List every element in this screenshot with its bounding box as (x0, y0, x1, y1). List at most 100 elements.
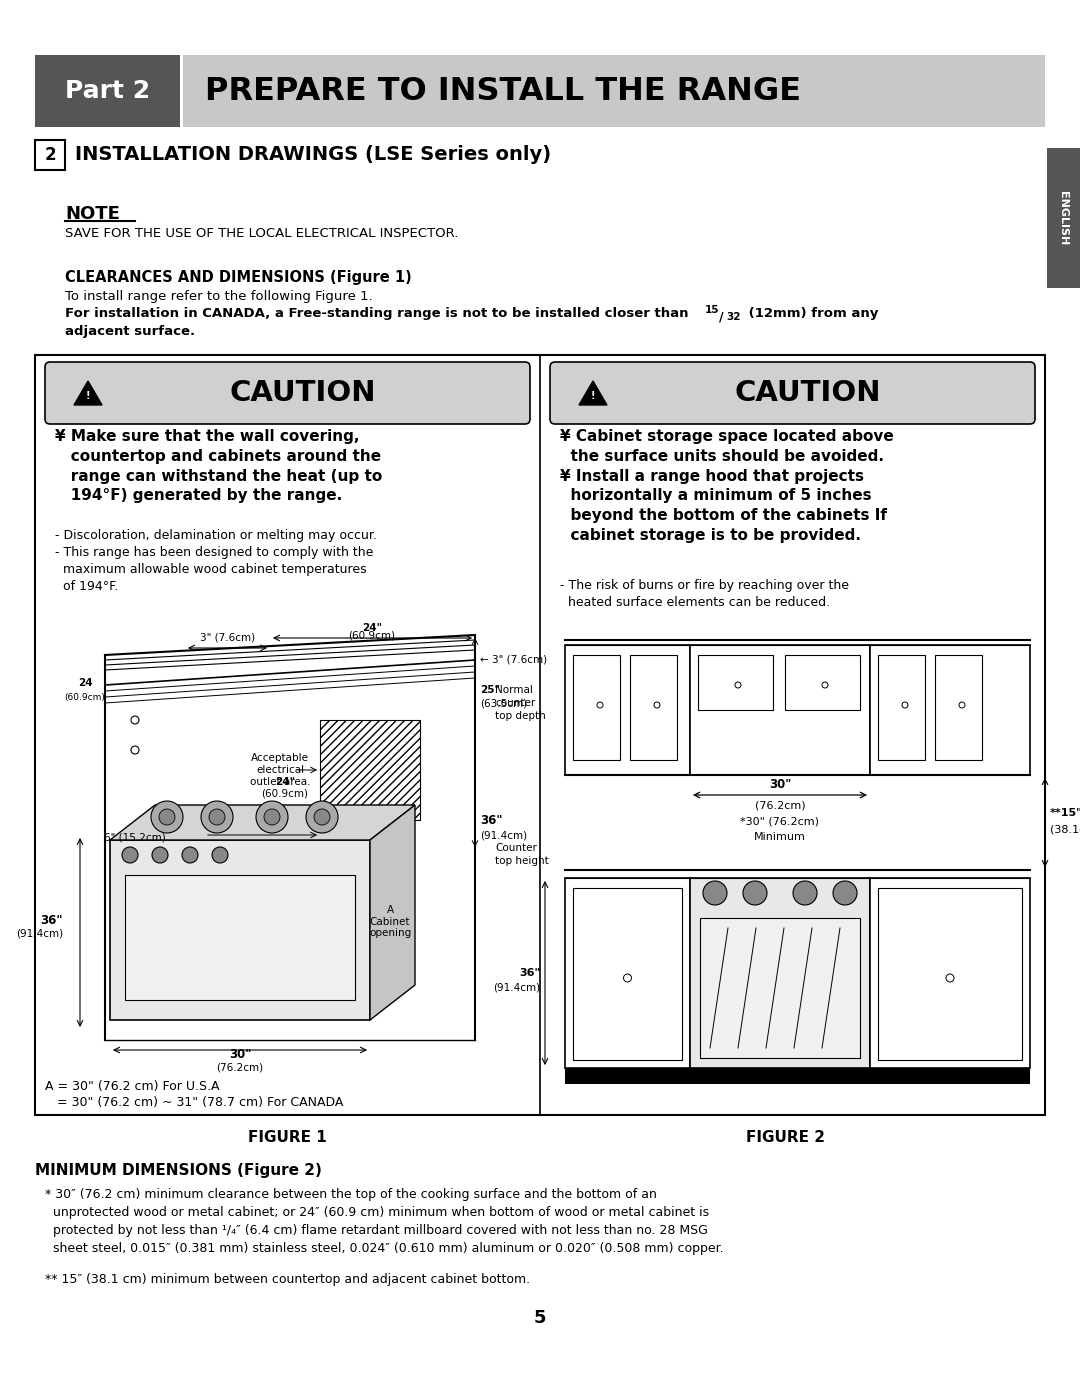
Text: (38.1cm): (38.1cm) (1050, 824, 1080, 834)
Text: 30": 30" (229, 1048, 252, 1062)
Bar (573, 888, 681, 1060)
Bar (35, 355, 1045, 1115)
Text: 36": 36" (41, 914, 63, 926)
Circle shape (654, 702, 660, 708)
Bar (565, 645, 690, 775)
Bar (630, 655, 677, 760)
Circle shape (946, 974, 954, 982)
FancyBboxPatch shape (550, 362, 1035, 424)
Bar (698, 655, 773, 711)
Text: A = 30" (76.2 cm) For U.S.A: A = 30" (76.2 cm) For U.S.A (45, 1080, 219, 1093)
Text: (91.4cm): (91.4cm) (480, 830, 527, 839)
Text: For installation in CANADA, a Free-standing range is not to be installed closer : For installation in CANADA, a Free-stand… (65, 306, 693, 320)
Text: To install range refer to the following Figure 1.: To install range refer to the following … (65, 290, 373, 304)
Circle shape (256, 802, 288, 832)
Bar (125, 874, 355, 1000)
Text: 2: 2 (44, 145, 56, 164)
Text: CLEARANCES AND DIMENSIONS (Figure 1): CLEARANCES AND DIMENSIONS (Figure 1) (65, 270, 411, 285)
Polygon shape (75, 381, 102, 404)
Text: FIGURE 1: FIGURE 1 (248, 1129, 327, 1144)
Polygon shape (579, 381, 607, 404)
Bar (878, 888, 1022, 1060)
Circle shape (212, 846, 228, 863)
Text: - Discoloration, delamination or melting may occur.
- This range has been design: - Discoloration, delamination or melting… (55, 529, 377, 593)
Text: 24": 24" (362, 623, 382, 632)
Text: (60.9cm): (60.9cm) (349, 631, 395, 641)
Circle shape (151, 802, 183, 832)
Text: 36": 36" (518, 968, 540, 978)
Circle shape (822, 681, 828, 688)
Text: ENGLISH: ENGLISH (1058, 190, 1068, 245)
Text: Acceptable
electrical
outlet area.: Acceptable electrical outlet area. (249, 754, 310, 786)
Bar (573, 655, 620, 760)
Text: **15": **15" (1050, 807, 1080, 817)
Text: (60.9cm): (60.9cm) (261, 789, 309, 799)
Polygon shape (110, 804, 415, 839)
Text: top height: top height (495, 856, 549, 866)
Text: !: ! (591, 390, 595, 402)
Text: 25": 25" (480, 686, 500, 695)
Text: CAUTION: CAUTION (229, 379, 376, 407)
Circle shape (131, 716, 139, 725)
Text: counter: counter (495, 698, 536, 708)
Circle shape (131, 746, 139, 754)
Text: ¥ Make sure that the wall covering,
   countertop and cabinets around the
   ran: ¥ Make sure that the wall covering, coun… (55, 429, 382, 504)
Text: (12mm) from any: (12mm) from any (744, 306, 878, 320)
Text: 30": 30" (769, 778, 792, 790)
Bar (690, 879, 870, 1067)
Text: ← 3" (7.6cm): ← 3" (7.6cm) (480, 655, 548, 665)
Polygon shape (370, 804, 415, 1020)
Bar (320, 720, 420, 820)
Text: (63.5cm): (63.5cm) (480, 698, 527, 708)
Text: ** 15″ (38.1 cm) minimum between countertop and adjacent cabinet bottom.: ** 15″ (38.1 cm) minimum between counter… (45, 1273, 530, 1286)
Text: 15: 15 (705, 305, 719, 315)
Text: (76.2cm): (76.2cm) (755, 800, 806, 810)
Circle shape (201, 802, 233, 832)
Text: !: ! (85, 390, 91, 402)
Text: = 30" (76.2 cm) ~ 31" (78.7 cm) For CANADA: = 30" (76.2 cm) ~ 31" (78.7 cm) For CANA… (45, 1095, 343, 1109)
Text: Minimum: Minimum (754, 832, 806, 842)
Text: *30" (76.2cm): *30" (76.2cm) (741, 817, 820, 827)
Bar (1047, 148, 1080, 288)
Text: (60.9cm): (60.9cm) (65, 693, 106, 702)
Circle shape (183, 846, 198, 863)
Text: NOTE: NOTE (65, 206, 120, 222)
Circle shape (597, 702, 603, 708)
Text: INSTALLATION DRAWINGS (LSE Series only): INSTALLATION DRAWINGS (LSE Series only) (75, 145, 551, 165)
Text: (91.4cm): (91.4cm) (16, 929, 63, 939)
Circle shape (735, 681, 741, 688)
Text: Part 2: Part 2 (65, 78, 150, 104)
Circle shape (152, 846, 168, 863)
Text: /: / (719, 311, 724, 323)
Bar (870, 879, 1030, 1067)
Text: CAUTION: CAUTION (734, 379, 881, 407)
Text: Normal: Normal (495, 686, 532, 695)
Text: * 30″ (76.2 cm) minimum clearance between the top of the cooking surface and the: * 30″ (76.2 cm) minimum clearance betwee… (45, 1188, 724, 1255)
Bar (35, 140, 65, 171)
Text: adjacent surface.: adjacent surface. (65, 325, 195, 339)
Text: top depth: top depth (495, 711, 545, 720)
Bar (565, 879, 690, 1067)
Text: 6" (15.2cm): 6" (15.2cm) (104, 832, 166, 844)
Text: 32: 32 (726, 312, 741, 322)
Text: ¥ Cabinet storage space located above
  the surface units should be avoided.
¥ I: ¥ Cabinet storage space located above th… (561, 429, 894, 543)
Bar (870, 645, 1030, 775)
Circle shape (210, 809, 225, 825)
Circle shape (703, 881, 727, 905)
Bar (35, 55, 180, 127)
Text: A
Cabinet
opening: A Cabinet opening (369, 905, 411, 939)
Circle shape (306, 802, 338, 832)
Bar (690, 645, 870, 775)
Circle shape (264, 809, 280, 825)
Bar (565, 1067, 1030, 1084)
Circle shape (159, 809, 175, 825)
Text: FIGURE 2: FIGURE 2 (745, 1129, 824, 1144)
Circle shape (902, 702, 908, 708)
Text: - The risk of burns or fire by reaching over the
  heated surface elements can b: - The risk of burns or fire by reaching … (561, 579, 849, 609)
Circle shape (743, 881, 767, 905)
Circle shape (623, 974, 632, 982)
Text: Counter: Counter (495, 844, 537, 853)
Bar (700, 918, 860, 1058)
Bar (110, 839, 370, 1020)
Text: 36": 36" (480, 813, 502, 827)
